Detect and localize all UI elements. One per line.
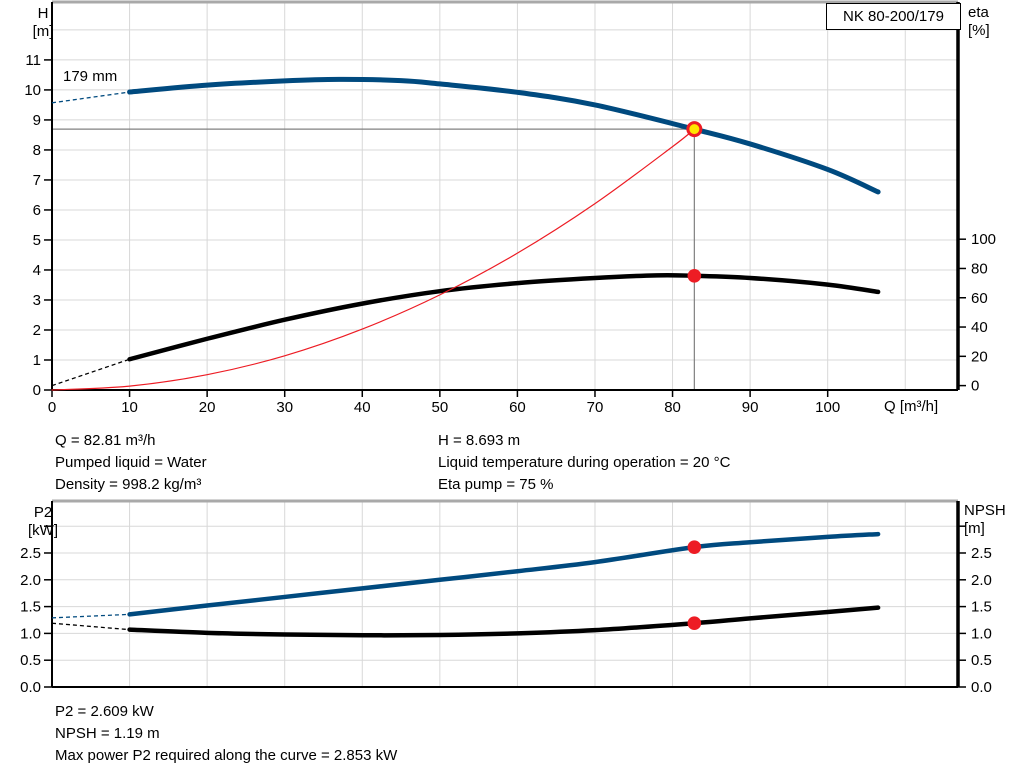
p2-axis-title: P2 [kW] [22, 504, 64, 540]
eta-axis-title-line2: [%] [968, 22, 990, 39]
operating-data-right: H = 8.693 m Liquid temperature during op… [438, 430, 730, 496]
left-tick-label: 0 [33, 382, 41, 399]
x-tick-label: 20 [199, 399, 216, 416]
x-tick-label: 60 [509, 399, 526, 416]
p2-axis-title-line1: P2 [33, 504, 53, 521]
x-tick-label: 40 [354, 399, 371, 416]
duty-point-eta [687, 268, 702, 283]
duty-point-p2 [687, 540, 702, 554]
left-tick-label: 8 [33, 142, 41, 159]
left-tick-label: 3 [33, 292, 41, 309]
left-tick-label: 4 [33, 262, 41, 279]
eta-pump-value: Eta pump = 75 % [438, 476, 554, 493]
head-value: H = 8.693 m [438, 432, 521, 449]
h-axis-title-line2: [m] [32, 23, 54, 40]
right-tick-label: 2.0 [971, 572, 992, 589]
x-tick-label: 80 [664, 399, 681, 416]
head-curve-179mm-extrapolated [51, 91, 130, 104]
x-tick-label: 50 [431, 399, 448, 416]
pump-type-badge: NK 80-200/179 [826, 3, 961, 30]
x-tick-label: 30 [276, 399, 293, 416]
right-tick-label: 2.5 [971, 545, 992, 562]
density-value: Density = 998.2 kg/m³ [55, 476, 202, 493]
system-curve [51, 128, 695, 391]
npsh-curve-extrapolated [51, 622, 130, 631]
right-tick-label: 1.0 [971, 625, 992, 642]
right-tick-label: 100 [971, 231, 996, 248]
q-axis-title: Q [m³/h] [884, 398, 939, 415]
duty-point-npsh [687, 616, 702, 631]
npsh-axis-title-line1: NPSH [964, 502, 1006, 519]
right-tick-label: 20 [971, 348, 988, 365]
left-tick-label: 2.5 [20, 545, 41, 562]
h-axis-title-line1: H [37, 5, 49, 22]
eta-axis-title: eta [%] [968, 4, 1018, 40]
left-tick-label: 5 [33, 232, 41, 249]
x-tick-label: 0 [48, 399, 56, 416]
x-tick-label: 90 [742, 399, 759, 416]
left-tick-label: 0.0 [20, 679, 41, 696]
npsh-axis-title: NPSH [m] [964, 502, 1022, 538]
p2-value: P2 = 2.609 kW [55, 703, 154, 720]
eta-axis-title-line1: eta [968, 4, 989, 21]
eta-curve [127, 272, 881, 362]
p2-curve-extrapolated [51, 613, 130, 619]
left-tick-label: 1 [33, 352, 41, 369]
right-tick-label: 80 [971, 260, 988, 277]
left-tick-label: 2 [33, 322, 41, 339]
liquid-temperature: Liquid temperature during operation = 20… [438, 454, 731, 471]
p2-axis-title-line2: [kW] [28, 522, 58, 539]
duty-point-head [686, 121, 703, 138]
power-npsh-data: P2 = 2.609 kW NPSH = 1.19 m Max power P2… [55, 701, 397, 767]
left-tick-label: 9 [33, 112, 41, 129]
right-tick-label: 60 [971, 290, 988, 307]
npsh-axis-title-line2: [m] [964, 520, 985, 537]
operating-data-left: Q = 82.81 m³/h Pumped liquid = Water Den… [55, 430, 207, 496]
left-tick-label: 11 [25, 52, 41, 69]
left-tick-label: 1.5 [20, 599, 41, 616]
left-tick-label: 0.5 [20, 652, 41, 669]
x-tick-label: 10 [121, 399, 138, 416]
max-power-value: Max power P2 required along the curve = … [55, 747, 398, 764]
right-tick-label: 1.5 [971, 599, 992, 616]
pumped-liquid: Pumped liquid = Water [55, 454, 207, 471]
right-tick-label: 0 [971, 378, 979, 395]
left-tick-label: 1.0 [20, 625, 41, 642]
h-axis-title: H [m] [22, 5, 64, 41]
x-tick-label: 70 [587, 399, 604, 416]
left-tick-label: 10 [24, 82, 41, 99]
right-tick-label: 40 [971, 319, 988, 336]
npsh-value: NPSH = 1.19 m [55, 725, 160, 742]
right-tick-label: 0.0 [971, 679, 992, 696]
left-tick-label: 7 [33, 172, 41, 189]
left-tick-label: 2.0 [20, 572, 41, 589]
left-tick-label: 6 [33, 202, 41, 219]
flow-value: Q = 82.81 m³/h [55, 432, 156, 449]
npsh-curve [127, 605, 881, 638]
impeller-diameter-label: 179 mm [63, 68, 118, 85]
head-curve-179mm [127, 76, 881, 195]
eta-curve-extrapolated [51, 358, 130, 387]
x-tick-label: 100 [815, 399, 840, 416]
right-tick-label: 0.5 [971, 652, 992, 669]
p2-curve [127, 531, 881, 617]
